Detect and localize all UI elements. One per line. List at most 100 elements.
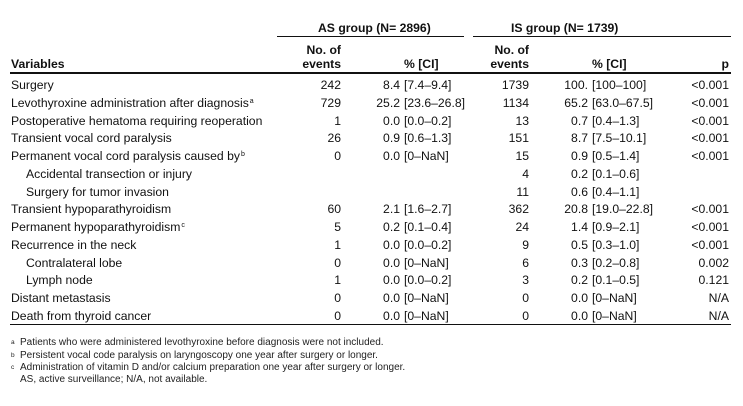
p-value-cell: <0.001 <box>691 220 729 234</box>
row-label-text: Surgery <box>11 78 54 92</box>
p-value-header: p <box>721 57 729 71</box>
as-pct-cell: 8.4 <box>383 78 400 92</box>
as-group-header: AS group (N= 2896) <box>318 21 431 35</box>
is-events-cell: 15 <box>515 149 529 163</box>
is-ci-cell: [0.9–2.1] <box>592 220 640 234</box>
as-pct-cell: 0.0 <box>383 149 400 163</box>
row-label: Transient hypoparathyroidism <box>11 202 171 216</box>
is-events-cell: 24 <box>515 220 529 234</box>
row-label: Accidental transection or injury <box>26 167 192 181</box>
is-ci-cell: [19.0–22.8] <box>592 202 653 216</box>
is-events-cell: 6 <box>522 256 529 270</box>
as-ci-cell: [0.6–1.3] <box>404 131 452 145</box>
as-events-cell: 5 <box>334 220 341 234</box>
footnote-abbreviations: AS, active surveillance; N/A, not availa… <box>11 374 207 386</box>
as-ci-cell: [0.0–0.2] <box>404 114 452 128</box>
is-ci-cell: [0.5–1.4] <box>592 149 640 163</box>
is-group-rule <box>473 36 731 37</box>
row-label-text: Lymph node <box>26 273 93 287</box>
as-group-rule <box>277 36 464 37</box>
is-ci-cell: [0.4–1.3] <box>592 114 640 128</box>
is-events-cell: 0 <box>522 309 529 323</box>
row-label: Surgery <box>11 78 54 92</box>
row-label-text: Recurrence in the neck <box>11 238 137 252</box>
is-pct-cell: 0.2 <box>571 167 588 181</box>
as-ci-cell: [1.6–2.7] <box>404 202 452 216</box>
row-label-text: Transient hypoparathyroidism <box>11 202 172 216</box>
p-value-cell: <0.001 <box>691 202 729 216</box>
as-pct-cell: 0.2 <box>383 220 400 234</box>
is-ci-cell: [100–100] <box>592 78 647 92</box>
is-group-header: IS group (N= 1739) <box>511 21 619 35</box>
as-events-cell: 60 <box>327 202 341 216</box>
p-value-cell: N/A <box>708 291 729 305</box>
is-pct-cell: 0.6 <box>571 185 588 199</box>
as-ci-cell: [0.0–0.2] <box>404 238 452 252</box>
row-label: Contralateral lobe <box>26 256 122 270</box>
as-ci-cell: [0.0–0.2] <box>404 273 452 287</box>
is-events-cell: 1739 <box>501 78 529 92</box>
is-events-cell: 0 <box>522 291 529 305</box>
row-label: Death from thyroid cancer <box>11 309 151 323</box>
row-label-text: Death from thyroid cancer <box>11 309 152 323</box>
is-pct-cell: 0.2 <box>571 273 588 287</box>
as-events-cell: 1 <box>334 238 341 252</box>
row-label: Levothyroxine administration after diagn… <box>11 96 254 110</box>
as-events-cell: 729 <box>320 96 341 110</box>
is-ci-cell: [0.1–0.5] <box>592 273 640 287</box>
footnote-b-text: Persistent vocal code paralysis on laryn… <box>20 350 378 361</box>
row-label-text: Permanent vocal cord paralysis caused by <box>11 149 240 163</box>
as-events-cell: 1 <box>334 114 341 128</box>
is-ci-cell: [0.2–0.8] <box>592 256 640 270</box>
row-label: Transient vocal cord paralysis <box>11 131 172 145</box>
is-ci-cell: [0.1–0.6] <box>592 167 640 181</box>
as-events-header-line1: No. of <box>306 43 341 57</box>
row-label: Surgery for tumor invasion <box>26 185 169 199</box>
is-events-header-line2: events <box>490 57 529 71</box>
as-events-cell: 0 <box>334 149 341 163</box>
is-pct-cell: 65.2 <box>564 96 588 110</box>
as-pct-cell: 0.0 <box>383 114 400 128</box>
footnote-marker: b <box>240 151 245 158</box>
as-pct-cell: 0.0 <box>383 309 400 323</box>
footnote-a: a Patients who were administered levothyr… <box>11 337 384 349</box>
as-pct-cell: 2.1 <box>383 202 400 216</box>
as-events-cell: 242 <box>320 78 341 92</box>
as-ci-cell: [23.6–26.8] <box>404 96 465 110</box>
p-value-cell: <0.001 <box>691 131 729 145</box>
as-pct-cell: 0.0 <box>383 256 400 270</box>
p-value-cell: <0.001 <box>691 78 729 92</box>
row-label-text: Levothyroxine administration after diagn… <box>11 96 249 110</box>
is-ci-cell: [0.4–1.1] <box>592 185 640 199</box>
footnote-a-mark: a <box>11 339 15 346</box>
as-events-cell: 0 <box>334 291 341 305</box>
row-label-text: Contralateral lobe <box>26 256 123 270</box>
row-label-text: Permanent hypoparathyroidism <box>11 220 181 234</box>
is-pct-cell: 0.9 <box>571 149 588 163</box>
footnote-marker: a <box>249 98 254 105</box>
as-events-cell: 0 <box>334 309 341 323</box>
as-ci-cell: [0–NaN] <box>404 256 449 270</box>
is-pct-cell: 1.4 <box>571 220 588 234</box>
header-rule <box>10 72 731 74</box>
is-ci-cell: [7.5–10.1] <box>592 131 647 145</box>
p-value-cell: <0.001 <box>691 96 729 110</box>
as-pct-cell: 0.9 <box>383 131 400 145</box>
is-pct-cell: 0.3 <box>571 256 588 270</box>
is-events-cell: 151 <box>508 131 529 145</box>
as-ci-cell: [0–NaN] <box>404 149 449 163</box>
p-value-cell: 0.121 <box>698 273 730 287</box>
is-events-cell: 11 <box>516 185 529 199</box>
row-label: Recurrence in the neck <box>11 238 136 252</box>
is-pct-cell: 0.7 <box>571 114 588 128</box>
is-pct-cell: 20.8 <box>564 202 588 216</box>
row-label-text: Distant metastasis <box>11 291 111 305</box>
row-label-text: Surgery for tumor invasion <box>26 185 169 199</box>
row-label: Permanent vocal cord paralysis caused by… <box>11 149 245 163</box>
row-label-text: Accidental transection or injury <box>26 167 192 181</box>
as-pct-ci-header: % [CI] <box>404 57 439 71</box>
as-ci-cell: [7.4–9.4] <box>404 78 452 92</box>
as-events-header-line2: events <box>302 57 341 71</box>
as-ci-cell: [0–NaN] <box>404 309 449 323</box>
